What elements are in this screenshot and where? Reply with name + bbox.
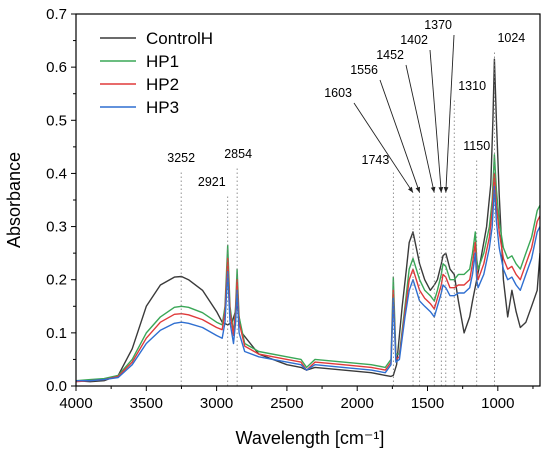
annotation-label-1310: 1310 [458,79,486,93]
annotation-arrowhead-1370 [443,187,449,193]
series-line-hp3 [76,185,540,382]
annotation-arrow-1370 [445,34,455,193]
annotation-label-1452: 1452 [376,48,404,62]
annotation-arrow-1556 [379,79,421,193]
y-tick-label-0.7: 0.7 [46,6,67,23]
annotation-label-1402: 1402 [400,33,428,47]
y-tick-label-0.5: 0.5 [46,112,67,129]
x-tick-label-1500: 1500 [411,395,444,412]
legend-label-hp3: HP3 [146,98,179,117]
axes: 4000 3500 3000 2500 2000 1500 1000 0.0 0.1 0.2 0.3… [46,6,541,412]
annotation-arrowhead-1603 [408,186,414,193]
annotation-label-1603: 1603 [324,86,352,100]
annotation-label-2921: 2921 [198,175,226,189]
y-tick-label-0.6: 0.6 [46,59,67,76]
y-tick-label-0.0: 0.0 [46,378,67,395]
annotation-arrow-1402 [429,49,442,193]
legend-label-hp1: HP1 [146,52,179,71]
y-tick-label-0.3: 0.3 [46,219,67,236]
legend-label-hp2: HP2 [146,75,179,94]
x-tick-label-2500: 2500 [270,395,303,412]
annotation-arrow-1603 [353,102,414,193]
plot-marks [76,58,540,383]
annotation-label-2854: 2854 [224,147,252,161]
y-axis-title: Absorbance [4,152,24,248]
annotation-label-3252: 3252 [167,151,195,165]
annotation-label-1370: 1370 [424,18,452,32]
series-line-controlh [76,58,540,383]
annotation-label-1024: 1024 [497,31,525,45]
annotation-arrow-1452 [405,64,435,193]
annotation-arrowhead-1452 [430,186,436,193]
y-tick-label-0.1: 0.1 [46,325,67,342]
x-axis-title: Wavelength [cm⁻¹] [236,428,385,448]
legend: ControlH HP1 HP2 HP3 [100,29,213,117]
x-tick-label-3500: 3500 [130,395,163,412]
x-tick-label-2000: 2000 [341,395,374,412]
x-tick-label-4000: 4000 [59,395,92,412]
y-tick-label-0.2: 0.2 [46,272,67,289]
annotation-arrowhead-1402 [438,187,444,193]
x-tick-label-3000: 3000 [200,395,233,412]
annotation-arrowhead-1556 [415,186,420,193]
annotation-label-1150: 1150 [463,139,490,153]
legend-label-controlh: ControlH [146,29,213,48]
y-tick-label-0.4: 0.4 [46,165,67,182]
series-line-hp1 [76,154,540,382]
annotation-label-1743: 1743 [362,153,390,167]
series-line-hp2 [76,172,540,383]
annotation-label-1556: 1556 [350,63,378,77]
x-tick-label-1000: 1000 [481,395,514,412]
